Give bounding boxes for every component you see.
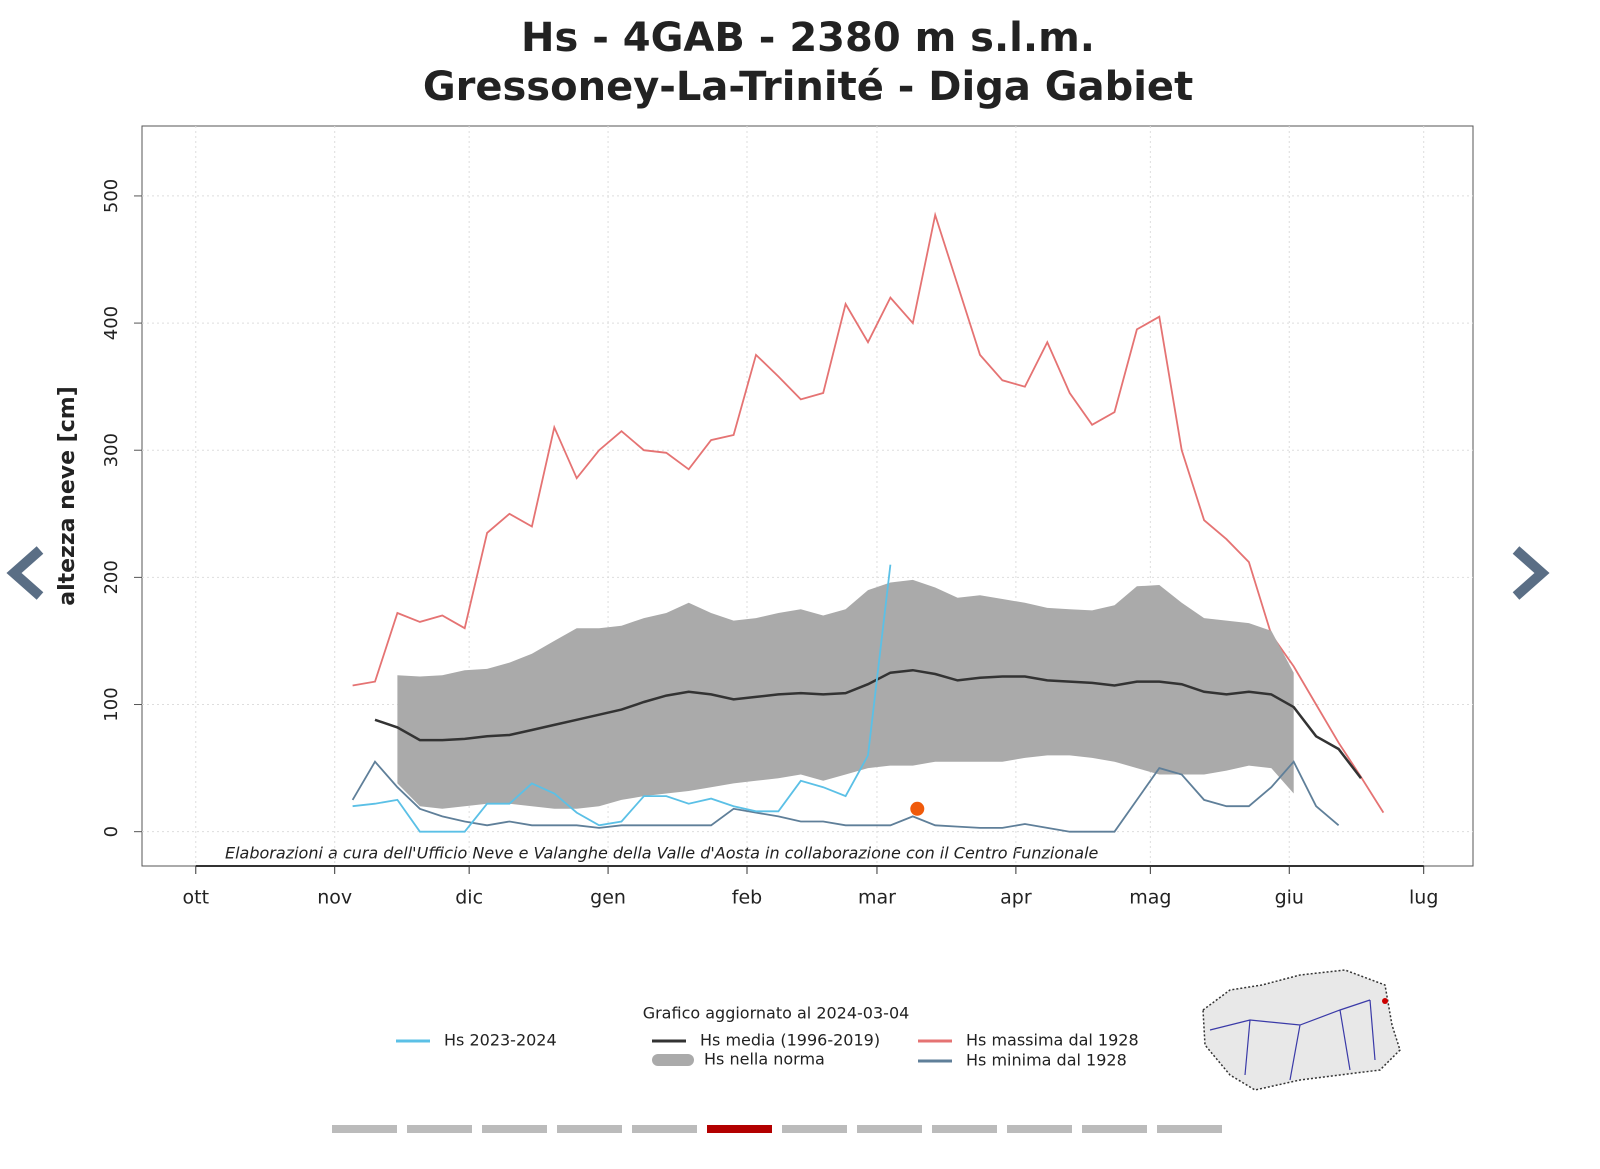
point bbox=[910, 801, 925, 816]
x-tick-label: lug bbox=[1409, 887, 1438, 909]
series-line bbox=[351, 760, 1340, 833]
nav-next[interactable] bbox=[1512, 546, 1550, 600]
pager-dot[interactable] bbox=[632, 1125, 697, 1133]
y-tick-label: 200 bbox=[101, 560, 122, 594]
x-tick-label: giu bbox=[1275, 887, 1304, 909]
series-line bbox=[352, 211, 1385, 814]
pager-dot[interactable] bbox=[557, 1125, 622, 1133]
x-tick-label: dic bbox=[455, 887, 483, 909]
nav-prev[interactable] bbox=[6, 546, 44, 600]
pager-dot[interactable] bbox=[782, 1125, 847, 1133]
series-line bbox=[374, 668, 1362, 780]
x-tick-label: mag bbox=[1129, 887, 1171, 909]
y-tick-label: 0 bbox=[101, 826, 122, 837]
legend-label: Hs minima dal 1928 bbox=[966, 1051, 1127, 1070]
legend-label: Hs nella norma bbox=[704, 1050, 825, 1069]
legend-title: Grafico aggiornato al 2024-03-04 bbox=[643, 1004, 910, 1023]
x-tick-label: feb bbox=[732, 887, 762, 909]
x-tick-label: ott bbox=[183, 887, 210, 909]
legend-label: Hs media (1996-2019) bbox=[700, 1031, 880, 1050]
x-tick-label: apr bbox=[1000, 887, 1032, 909]
legend-label: Hs 2023-2024 bbox=[444, 1031, 557, 1050]
pager-dot[interactable] bbox=[332, 1125, 397, 1133]
y-tick-label: 100 bbox=[101, 687, 122, 721]
pager-dot[interactable] bbox=[407, 1125, 472, 1133]
pager-dot[interactable] bbox=[857, 1125, 922, 1133]
y-tick-label: 500 bbox=[101, 179, 122, 213]
chart-title: Hs - 4GAB - 2380 m s.l.m. bbox=[521, 15, 1095, 61]
y-tick-label: 400 bbox=[101, 306, 122, 340]
region-map bbox=[1202, 969, 1401, 1091]
pager bbox=[332, 1125, 1222, 1133]
chart-subtitle: Gressoney-La-Trinité - Diga Gabiet bbox=[423, 64, 1193, 110]
pager-dot[interactable] bbox=[1157, 1125, 1222, 1133]
pager-dot[interactable] bbox=[482, 1125, 547, 1133]
legend-label: Hs massima dal 1928 bbox=[966, 1031, 1139, 1050]
x-tick-label: gen bbox=[590, 887, 626, 909]
y-axis-label: altezza neve [cm] bbox=[55, 386, 80, 606]
x-tick-label: nov bbox=[317, 887, 352, 909]
caption: Elaborazioni a cura dell'Ufficio Neve e … bbox=[225, 844, 1099, 863]
pager-dot[interactable] bbox=[1007, 1125, 1072, 1133]
y-tick-label: 300 bbox=[101, 433, 122, 467]
legend-swatch bbox=[652, 1054, 694, 1066]
pager-dot[interactable] bbox=[1082, 1125, 1147, 1133]
pager-dot[interactable] bbox=[932, 1125, 997, 1133]
series-line bbox=[352, 564, 892, 833]
x-tick-label: mar bbox=[858, 887, 896, 909]
pager-dot[interactable] bbox=[707, 1125, 772, 1133]
